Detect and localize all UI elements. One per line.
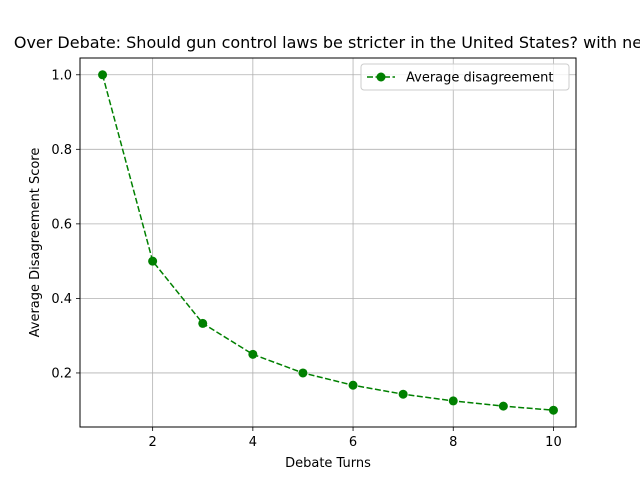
data-point	[198, 318, 208, 328]
legend-box	[360, 63, 570, 91]
data-point	[498, 401, 508, 411]
x-axis-label: Debate Turns	[285, 456, 371, 471]
x-tick-label: 6	[349, 435, 357, 450]
legend: Average disagreement	[360, 63, 570, 91]
y-tick-label: 0.8	[51, 143, 72, 158]
plot-area	[79, 57, 577, 428]
data-point	[348, 380, 358, 390]
data-point	[448, 396, 458, 406]
x-tick-label: 2	[149, 435, 157, 450]
chart-title: Over Debate: Should gun control laws be …	[14, 33, 640, 52]
data-point	[398, 389, 408, 399]
data-point	[98, 70, 108, 80]
x-tick-label: 10	[545, 435, 562, 450]
grid	[80, 58, 576, 427]
series-line	[101, 74, 554, 411]
x-tick-label: 8	[449, 435, 457, 450]
y-tick-label: 0.6	[51, 217, 72, 232]
series-average-disagreement	[98, 70, 558, 415]
y-tick-label: 1.0	[51, 68, 72, 83]
y-tick-label: 0.2	[51, 366, 72, 381]
y-tick-label: 0.4	[51, 292, 72, 307]
legend-label: Average disagreement	[406, 71, 553, 86]
legend-marker	[376, 72, 386, 82]
y-axis-label: Average Disagreement Score	[28, 148, 43, 338]
data-point	[148, 256, 158, 266]
data-point	[548, 405, 558, 415]
x-tick-label: 4	[249, 435, 257, 450]
axis-ticks: 2 4 6 8 10 0.2 0.4 0.6 0.8 1.0	[51, 68, 561, 450]
data-point	[298, 368, 308, 378]
data-point	[248, 349, 258, 359]
